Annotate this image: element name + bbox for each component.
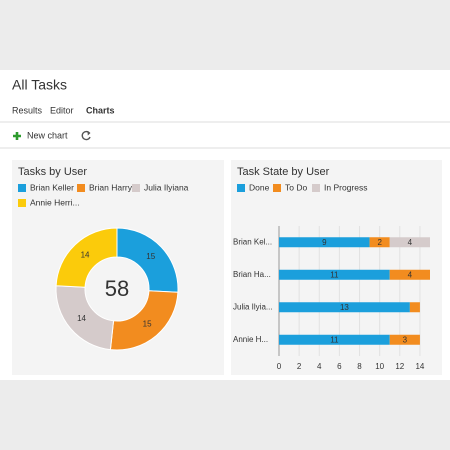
bar-segment: [279, 237, 370, 248]
legend-label: Brian Keller: [30, 182, 74, 192]
y-tick-label: Annie H...: [233, 335, 268, 344]
new-chart-label: New chart: [27, 130, 68, 140]
segment-label: 15: [143, 320, 152, 329]
tab[interactable]: Results: [12, 105, 43, 115]
legend-label: To Do: [285, 182, 307, 192]
y-tick-label: Brian Ha...: [233, 270, 271, 279]
refresh-arrow: [87, 131, 91, 136]
bar-label: 13: [340, 303, 349, 312]
bar-label: 11: [330, 270, 339, 279]
segment-label: 14: [77, 314, 86, 323]
bar-segment: [389, 334, 420, 345]
segment-label: 15: [146, 252, 155, 261]
bar-label: 4: [408, 238, 413, 247]
legend-label: Julia Ilyiana: [144, 182, 189, 192]
bar-label: 2: [377, 238, 382, 247]
legend-swatch: [237, 184, 245, 192]
bar-label: 3: [403, 335, 408, 344]
tab[interactable]: Editor: [50, 105, 74, 115]
new-chart-button[interactable]: New chart: [13, 130, 68, 140]
x-tick-label: 8: [357, 362, 362, 371]
legend-label: Brian Harry: [89, 182, 133, 192]
segment-label: 14: [81, 250, 90, 259]
bar-segment: [369, 237, 390, 248]
x-tick-label: 10: [375, 362, 384, 371]
bar-label: 4: [408, 270, 413, 279]
x-tick-label: 6: [337, 362, 342, 371]
chart-title: Task State by User: [237, 166, 330, 178]
x-tick-label: 4: [317, 362, 322, 371]
legend-swatch: [312, 184, 320, 192]
bar-label: 11: [330, 335, 339, 344]
y-tick-label: Brian Kel...: [233, 237, 272, 246]
x-tick-label: 12: [395, 362, 404, 371]
donut-total: 58: [105, 276, 129, 301]
x-tick-label: 2: [297, 362, 302, 371]
bar-segment: [279, 269, 390, 280]
legend-swatch: [273, 184, 281, 192]
bar-segment: [389, 269, 430, 280]
bar-segment: [409, 302, 420, 313]
legend-label: In Progress: [324, 182, 367, 192]
chart-title: Tasks by User: [18, 166, 87, 178]
tab[interactable]: Charts: [86, 105, 115, 115]
legend-label: Annie Herri...: [30, 197, 80, 207]
legend-swatch: [77, 184, 85, 192]
legend-swatch: [18, 184, 26, 192]
x-tick-label: 0: [277, 362, 282, 371]
legend-label: Done: [249, 182, 270, 192]
refresh-icon[interactable]: [81, 130, 91, 141]
legend-swatch: [18, 199, 26, 207]
bar-label: 9: [322, 238, 327, 247]
donut-segment: [55, 227, 118, 288]
bar-segment: [279, 302, 410, 313]
y-tick-label: Julia Ilyia...: [233, 302, 273, 311]
bar-segment: [389, 237, 430, 248]
legend-swatch: [132, 184, 140, 192]
plus-icon: [13, 132, 21, 140]
bar-segment: [279, 334, 390, 345]
page-title: All Tasks: [12, 77, 67, 93]
x-tick-label: 14: [415, 362, 424, 371]
